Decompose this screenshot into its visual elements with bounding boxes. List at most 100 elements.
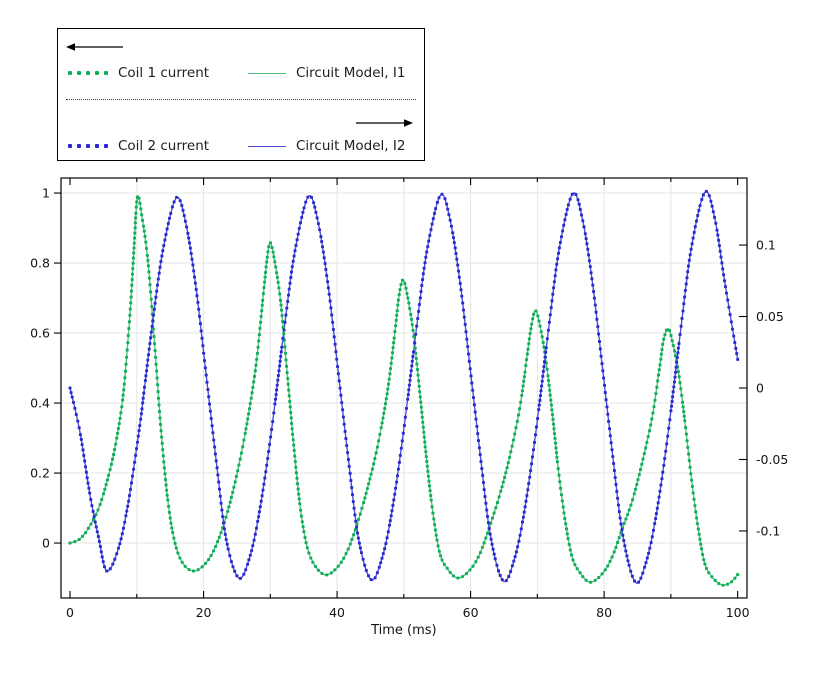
series-i1-dots-dot [271,250,275,254]
series-i2-dots-dot [587,259,591,263]
series-i1-dots-dot [597,576,601,579]
series-i2-dots-dot [470,381,474,385]
series-i1-dots-dot [608,559,612,563]
series-i2-dots-dot [525,494,529,498]
series-i2-dots-dot [352,506,356,510]
series-i2-dots-dot [105,569,109,573]
series-i1-dots-dot [538,324,542,328]
series-i1-dots-dot [107,473,111,477]
series-i2-dots-dot [87,486,91,490]
series-i1-dots-dot [522,379,526,383]
series-i2-dots-dot [97,539,101,543]
series-i1-dots-dot [654,392,658,396]
series-i2-dots-dot [198,314,201,318]
series-i1-dots-dot [140,213,144,217]
series-i2-dots-dot [469,374,473,378]
series-i2-dots-dot [406,397,410,401]
series-i1-dots-dot [396,303,400,307]
series-i1-dots-dot [662,337,666,341]
series-i2-dots-dot [495,563,499,567]
series-i1-dots-dot [405,292,409,295]
series-i1-dots-dot [692,497,696,501]
series-i2-dots-dot [440,192,444,196]
series-i2-dots-dot [446,207,450,211]
series-i1-dots-dot [565,532,569,536]
series-i1-dots-dot [629,503,633,507]
series-i2-dots-dot [465,337,469,341]
series-i1-dots-dot [658,363,662,367]
series-i1-dots-dot [617,536,621,540]
series-i1-dots-dot [167,504,171,508]
series-i2-dots-dot [519,527,523,531]
series-i1-dots-dot [578,571,582,575]
series-i1-dots-dot [415,362,419,366]
series-i2-dots-dot [475,424,479,428]
series-i1-dots-dot [133,231,137,235]
series-i2-dots-dot [356,536,360,540]
series-i1-dots-dot [673,349,676,353]
series-i2-dots-dot [459,288,463,292]
series-i2-dots-dot [278,364,282,368]
series-i1-dots-dot [381,416,385,420]
series-i2-dots-dot [477,439,480,443]
series-i1-dots-dot [296,482,299,486]
series-i2-dots-dot [154,295,158,299]
series-i2-dots-dot [484,501,488,505]
series-i1-dots-dot [671,344,675,347]
series-i2-dots-dot [700,198,704,201]
series-i1-dots-dot [521,384,525,388]
series-i2-dots-dot [151,319,155,323]
series-i1-dots-dot [571,558,575,562]
y-left-tick-label: 0 [42,536,50,551]
series-i2-dots-dot [612,469,616,472]
series-i2-dots-dot [504,579,508,583]
series-i1-dots-dot [575,567,579,571]
series-i2-dots-dot [654,517,658,521]
series-i1-dots-dot [168,516,172,520]
series-i2-dots-dot [530,462,534,466]
series-i2-dots-dot [497,569,500,573]
series-i2-dots-dot [336,365,340,368]
series-i1-dots-dot [644,446,648,450]
series-i1-dots-dot [527,342,531,346]
series-i2-dots-dot [692,230,696,234]
series-i2-dots-dot [76,419,80,423]
series-i1-dots-dot [114,442,118,446]
series-i2-dots-dot [268,442,272,446]
series-i2-dots-dot [718,249,722,253]
series-i1-dots-dot [242,438,246,442]
series-i1-dots-dot [125,355,129,359]
series-i1-dots-dot [480,545,484,549]
series-i2-dots-dot [548,313,552,317]
series-i1-dots-dot [593,578,597,582]
series-i2-dots-dot [585,242,589,246]
series-i1-dots-dot [284,351,287,355]
series-i2-dots-dot [683,288,687,292]
series-i1-dots-dot [670,339,674,343]
series-i2-dots-dot [518,533,522,537]
series-i2-dots-dot [619,522,623,526]
series-i1-dots-dot [132,251,136,255]
series-i2-dots-dot [138,424,142,428]
series-i2-dots-dot [125,509,129,513]
series-i2-dots-dot [275,383,279,387]
series-i2-dots-dot [471,388,475,392]
series-i2-dots-dot [123,520,127,524]
series-i2-dots-dot [351,493,354,497]
series-i2-dots-dot [203,359,206,363]
legend-row-coil1: Coil 1 current Circuit Model, I1 [58,62,424,84]
series-i1-dots-dot [257,333,261,337]
series-i1-dots-dot [145,253,149,257]
series-i2-dots-dot [435,200,439,204]
series-i2-dots-dot [338,386,342,390]
series-i2-dots-dot [727,305,731,309]
series-i2-dots-dot [552,286,556,290]
series-i2-dots-dot [141,396,145,400]
series-i2-dots-dot [336,372,340,376]
series-i2-dots-dot [264,470,268,474]
series-i1-dots-dot [664,328,668,332]
series-i1-dots-dot [130,278,134,282]
series-i2-dots-dot [228,554,232,558]
series-i2-dots-dot [563,218,567,222]
series-i1-dots-dot [416,368,419,371]
